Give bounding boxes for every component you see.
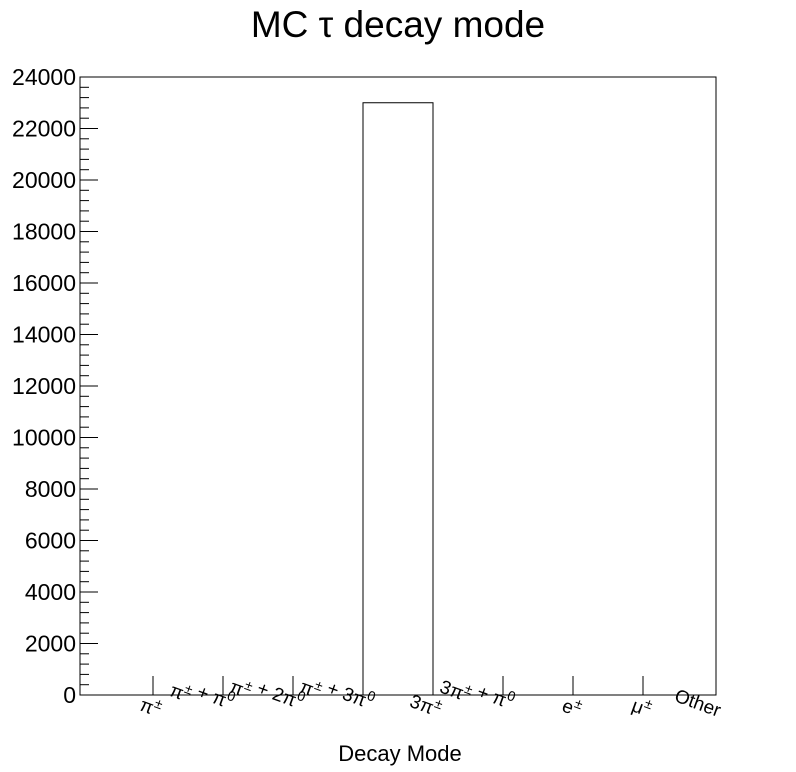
y-tick-label: 12000 — [12, 373, 76, 399]
y-tick-label: 8000 — [25, 476, 76, 502]
bar-4 — [362, 102, 434, 696]
y-axis: 0 2000 4000 6000 8000 10000 12000 14000 16000 180… — [12, 64, 98, 708]
bars-group — [362, 102, 434, 696]
y-tick-label: 16000 — [12, 270, 76, 296]
y-tick-label: 18000 — [12, 219, 76, 245]
y-tick-label: 0 — [63, 682, 76, 708]
y-tick-label: 14000 — [12, 322, 76, 348]
y-tick-label: 24000 — [12, 64, 76, 90]
x-tick-label-7: μ± — [629, 691, 656, 722]
x-tick-label-6: e± — [559, 691, 585, 722]
y-tick-label: 4000 — [25, 579, 76, 605]
chart-title: MC τ decay mode — [251, 4, 545, 45]
y-tick-label: 6000 — [25, 528, 76, 554]
y-tick-label: 10000 — [12, 425, 76, 451]
y-tick-label: 20000 — [12, 167, 76, 193]
x-axis-title: Decay Mode — [338, 741, 462, 766]
y-tick-label: 2000 — [25, 631, 76, 657]
y-tick-label: 22000 — [12, 116, 76, 142]
